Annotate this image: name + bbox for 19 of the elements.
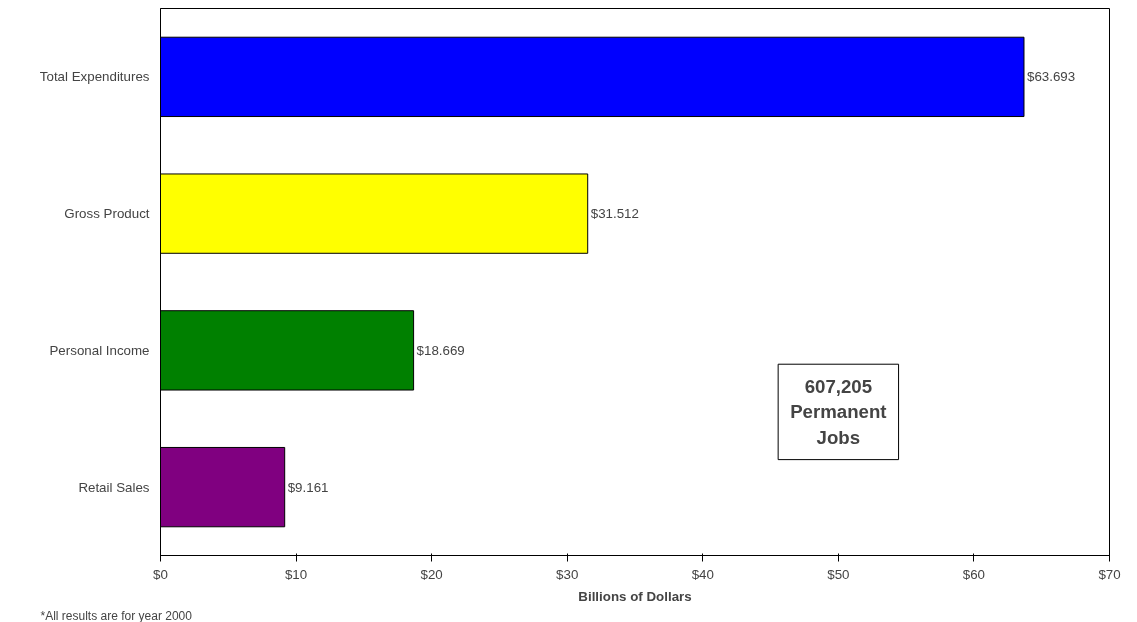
x-tick-label: $60 — [962, 566, 986, 582]
x-tick-label: $30 — [556, 566, 579, 582]
x-tick-label: $20 — [420, 566, 443, 582]
y-tick-label: Retail Sales — [78, 479, 150, 495]
data-label: $63.693 — [1027, 69, 1076, 85]
data-label: $9.161 — [287, 479, 329, 495]
y-tick-label: Personal Income — [49, 342, 150, 358]
x-tick-label: $0 — [153, 566, 168, 582]
annotation: 607,205 Permanent Jobs — [790, 376, 887, 448]
data-label: $18.669 — [416, 342, 465, 358]
x-tick-label: $10 — [284, 566, 308, 582]
data-label: $31.512 — [590, 206, 639, 222]
x-tick-label: $50 — [827, 566, 850, 582]
x-axis-title: Billions of Dollars — [578, 588, 692, 604]
x-tick-label: $70 — [1098, 566, 1121, 582]
x-tick-label: $40 — [691, 566, 714, 582]
y-tick-label: Total Expenditures — [39, 69, 150, 85]
text: *All results are for year 2000 — [40, 608, 193, 622]
y-tick-label: Gross Product — [64, 206, 150, 222]
